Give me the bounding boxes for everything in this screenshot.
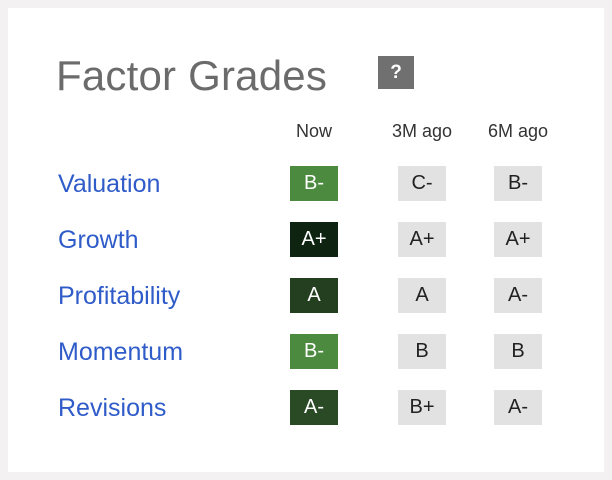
grade-6m-momentum: B	[494, 334, 542, 369]
column-header-3m-ago: 3M ago	[391, 121, 453, 141]
grade-now-growth: A+	[290, 222, 338, 257]
grade-3m-valuation: C-	[398, 166, 446, 201]
grade-3m-momentum: B	[398, 334, 446, 369]
grade-6m-growth: A+	[494, 222, 542, 257]
help-icon[interactable]: ?	[378, 56, 414, 89]
grade-now-momentum: B-	[290, 334, 338, 369]
card-title: Factor Grades	[56, 52, 328, 99]
grade-3m-growth: A+	[398, 222, 446, 257]
factor-link-revisions[interactable]: Revisions	[58, 394, 167, 422]
grade-6m-revisions: A-	[494, 390, 542, 425]
grade-3m-revisions: B+	[398, 390, 446, 425]
grade-6m-valuation: B-	[494, 166, 542, 201]
factor-link-valuation[interactable]: Valuation	[58, 170, 161, 198]
factor-link-momentum[interactable]: Momentum	[58, 338, 184, 366]
factor-link-profitability[interactable]: Profitability	[58, 282, 181, 310]
factor-link-growth[interactable]: Growth	[58, 226, 139, 254]
factor-grades-card: Factor Grades ? Now 3M ago 6M ago Valuat…	[8, 8, 604, 472]
grade-now-profitability: A	[290, 278, 338, 313]
grade-now-revisions: A-	[290, 390, 338, 425]
grade-3m-profitability: A	[398, 278, 446, 313]
column-header-now: Now	[295, 121, 332, 141]
column-header-6m-ago: 6M ago	[487, 121, 549, 141]
grade-6m-profitability: A-	[494, 278, 542, 313]
grade-now-valuation: B-	[290, 166, 338, 201]
